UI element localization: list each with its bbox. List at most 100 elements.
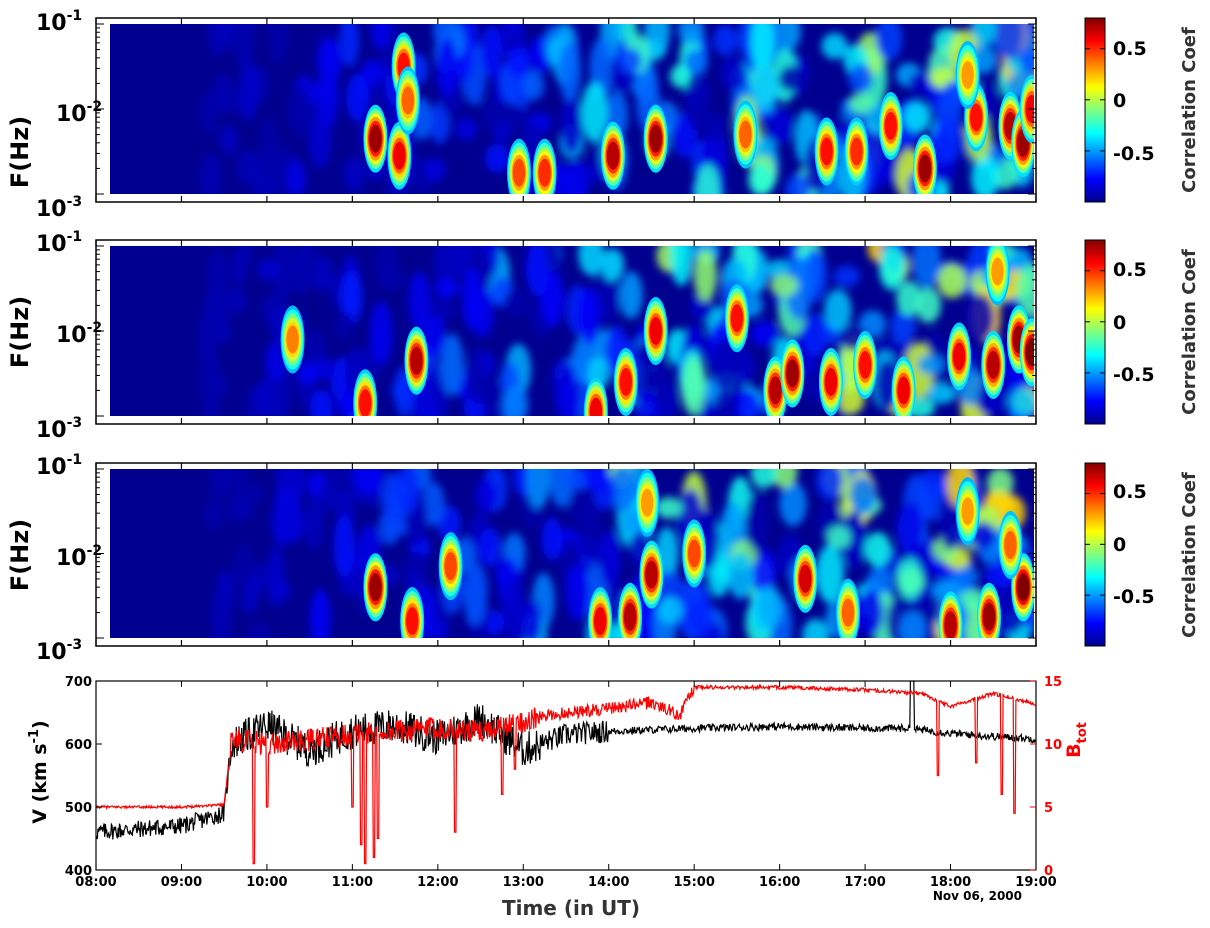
time-tick-label: 17:00 [844, 875, 885, 890]
panel-1 [95, 17, 1106, 203]
panel-2-ytick-bottom: 10-3 [36, 415, 82, 443]
panel-2-ytick-top: 10-1 [36, 229, 82, 257]
panel-3 [95, 462, 1106, 647]
panel-1-hotspot [884, 112, 897, 140]
btot-tick-label: 15 [1044, 675, 1062, 690]
time-tick-label: 16:00 [759, 875, 800, 890]
velocity-tick-label: 600 [65, 738, 92, 753]
panel-2-ylabel: F(Hz) [6, 296, 34, 368]
panel-1-ytick-top: 10-1 [36, 8, 82, 36]
panel-1-ylabel: F(Hz) [6, 116, 34, 188]
panel-3-hotspot [1017, 573, 1030, 602]
panel-3-cb-tick-zero: 0 [1113, 534, 1126, 556]
panel-2-hotspot [897, 376, 910, 405]
panel-2-hotspot [359, 389, 372, 416]
panel-1-colorbar [1084, 17, 1106, 203]
panel-2-cb-tick-pos: 0.5 [1113, 259, 1147, 281]
panel-2-labels: F(Hz) 10-1 10-2 10-3 Correlation Coef 0.… [6, 229, 1200, 443]
panel-1-hotspot [512, 158, 526, 187]
panel-2-hotspot [769, 376, 782, 405]
panel-2-hotspot [1025, 338, 1034, 367]
panel-3-ytick-mid: 10-2 [56, 543, 102, 571]
panel-1-hotspot [401, 86, 415, 115]
panel-2-xticks [95, 240, 1037, 424]
panel-1-xticks [95, 18, 1037, 202]
bottom-panel-frame [95, 680, 1037, 871]
panel-3-hotspot [369, 573, 382, 602]
panel-3-ytick-top: 10-1 [36, 452, 82, 480]
panel-3-hotspot [645, 560, 658, 589]
panel-2-colorbar [1084, 239, 1106, 425]
panel-3-heatmap [110, 469, 1034, 638]
panel-3-colorbar [1084, 462, 1106, 647]
panel-3-hotspot [944, 611, 957, 638]
panel-2-hotspot [786, 359, 799, 388]
panel-1-ytick-mid: 10-2 [56, 99, 102, 127]
panel-1-hotspot [970, 103, 983, 132]
panel-3-xticks [95, 463, 1037, 646]
panel-1-cb-tick-neg: -0.5 [1113, 143, 1155, 165]
time-tick-label: 10:00 [246, 875, 287, 890]
panel-3-labels: F(Hz) 10-1 10-2 10-3 Correlation Coef 0.… [6, 452, 1200, 665]
panel-3-hotspot [1004, 531, 1017, 560]
panel-3-hotspot [799, 564, 812, 593]
time-tick-label: 18:00 [930, 875, 971, 890]
date-label: Nov 06, 2000 [933, 889, 1022, 903]
panel-1-hotspot [820, 137, 833, 166]
panel-1-hotspot [739, 120, 752, 149]
panel-1-hotspot [961, 61, 974, 89]
panel-1-hotspot [369, 124, 382, 153]
velocity-tick-label: 500 [65, 801, 92, 816]
panel-3-hotspot [961, 497, 974, 526]
panel-1-hotspot [850, 137, 863, 166]
time-tick-label: 12:00 [417, 875, 458, 890]
panel-3-cb-tick-pos: 0.5 [1113, 481, 1147, 503]
velocity-series [96, 681, 1036, 840]
panel-1-hotspot [606, 141, 620, 170]
x-axis-label: Time (in UT) [502, 896, 640, 920]
panel-3-hotspot [623, 602, 637, 631]
panel-2-hotspot [991, 257, 1004, 286]
panel-2-hotspot [649, 317, 662, 345]
time-tick-label: 14:00 [588, 875, 629, 890]
panel-2-hotspot [619, 368, 632, 396]
panel-2-colorbar-label: Correlation Coef [1179, 249, 1200, 415]
panel-2-heatmap [110, 246, 1034, 416]
btot-tick-label: 5 [1044, 801, 1053, 816]
panel-2-hotspot [952, 342, 966, 371]
panel-3-hotspot [444, 552, 457, 581]
velocity-tick-label: 700 [65, 675, 92, 690]
panel-2-hotspot [589, 397, 603, 416]
panel-3-hotspot [688, 539, 701, 568]
panel-3-hotspot [982, 602, 996, 631]
time-tick-label: 19:00 [1015, 875, 1056, 890]
panel-2-hotspot [730, 304, 744, 333]
panel-1-cb-tick-pos: 0.5 [1113, 38, 1147, 60]
panel-1-colorbar-label: Correlation Coef [1179, 27, 1200, 193]
panel-1-hotspot [918, 154, 932, 183]
panel-2-hotspot [824, 368, 838, 396]
btot-axis-label: Btot [1063, 722, 1090, 758]
btot-tick-label: 0 [1044, 864, 1053, 879]
panel-1-cb-tick-zero: 0 [1113, 90, 1126, 112]
panel-2 [95, 239, 1106, 425]
panel-2-cb-tick-zero: 0 [1113, 312, 1126, 334]
time-tick-label: 09:00 [161, 875, 202, 890]
time-tick-label: 08:00 [75, 875, 116, 890]
panel-3-hotspot [841, 598, 855, 627]
panel-3-hotspot [641, 488, 654, 517]
panel-2-hotspot [987, 351, 1000, 379]
panel-1-labels: F(Hz) 10-1 10-2 10-3 Correlation Coef 0.… [6, 8, 1200, 222]
velocity-axis-label: V (km s-1) [27, 720, 51, 824]
panel-3-cb-tick-neg: -0.5 [1113, 586, 1155, 608]
time-tick-label: 13:00 [503, 875, 544, 890]
btot-tick-label: 10 [1044, 738, 1062, 753]
bottom-panel-labels: V (km s-1) Btot Time (in UT) Nov 06, 200… [27, 720, 1090, 920]
panel-2-hotspot [858, 351, 872, 379]
velocity-tick-label: 400 [65, 864, 92, 879]
panel-3-hotspot [406, 607, 419, 636]
panel-3-hotspot [594, 607, 607, 636]
panel-1-ytick-bottom: 10-3 [36, 194, 82, 222]
panel-3-ylabel: F(Hz) [6, 519, 34, 591]
